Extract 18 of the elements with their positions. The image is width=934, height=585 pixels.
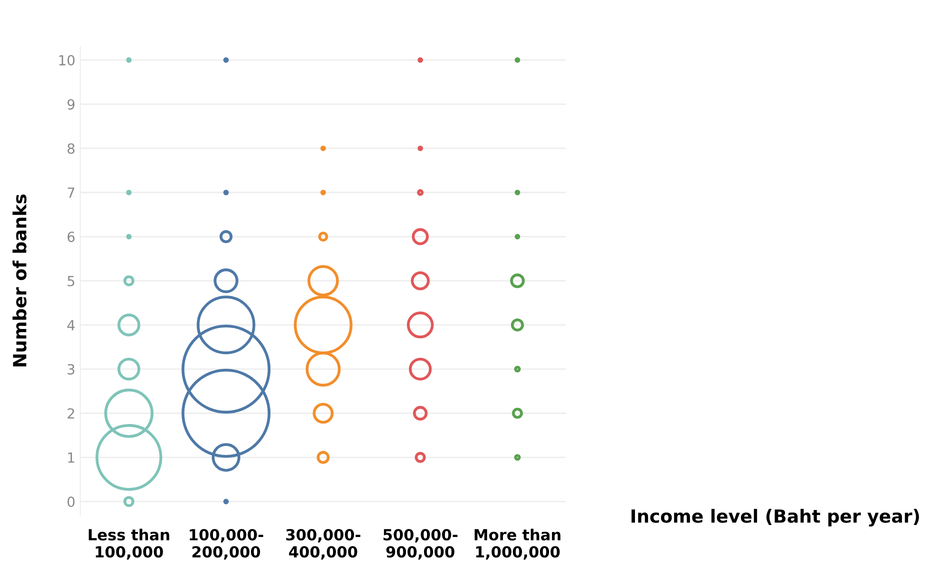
y-tick-label: 4 <box>67 320 75 330</box>
x-tick-label: Less than 100,000 <box>88 528 170 560</box>
y-tick-label: 5 <box>68 276 74 286</box>
y-tick-label: 8 <box>68 143 75 154</box>
y-tick-label: 1 <box>68 452 74 463</box>
x-tick-label: 300,000- 400,000 <box>286 528 360 560</box>
y-tick-label: 0 <box>68 496 75 508</box>
y-tick-label: 10 <box>59 55 75 66</box>
y-axis-title: Number of banks <box>12 194 27 366</box>
x-tick-label: 100,000- 200,000 <box>190 528 264 560</box>
x-tick-label: 500,000- 900,000 <box>384 528 458 560</box>
y-tick-label: 3 <box>68 364 74 375</box>
y-tick-label: 2 <box>68 408 74 419</box>
y-tick-label: 6 <box>68 232 75 242</box>
y-tick-label: 7 <box>68 188 74 198</box>
y-tick-label: 9 <box>68 99 74 110</box>
x-tick-label: More than 1,000,000 <box>474 528 560 560</box>
x-axis-title: Income level (Baht per year) <box>632 508 919 527</box>
